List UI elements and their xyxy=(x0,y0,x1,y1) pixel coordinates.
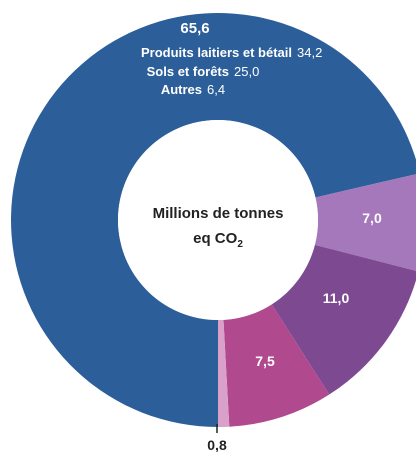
slice-1-value-label: 7,0 xyxy=(362,210,382,226)
center-label-line2: eq CO2 xyxy=(193,230,243,250)
breakdown-row-0: Produits laitiers et bétail xyxy=(141,45,292,60)
donut-slice-2 xyxy=(271,244,416,395)
slice-2-value-label: 11,0 xyxy=(323,290,350,306)
donut-slice-1 xyxy=(314,174,416,271)
breakdown-row-1: Sols et forêts xyxy=(147,64,229,79)
center-label-line1: Millions de tonnes xyxy=(153,205,284,222)
donut-slices xyxy=(11,13,416,427)
slice-0-value-label: 65,6 xyxy=(180,20,209,37)
slice-0-breakdown: Produits laitiers et bétail 34,2 Sols et… xyxy=(141,45,322,97)
breakdown-row-0-value: 34,2 xyxy=(297,45,322,60)
slice-4-value-label: 0,8 xyxy=(207,437,227,452)
breakdown-row-2: Autres xyxy=(161,82,202,97)
slice-3-value-label: 7,5 xyxy=(255,353,275,369)
breakdown-row-1-label: Sols et forêts xyxy=(147,64,229,79)
breakdown-row-2-label: Autres xyxy=(161,82,202,97)
donut-slice-4 xyxy=(218,319,230,427)
breakdown-row-0-label: Produits laitiers et bétail xyxy=(141,45,292,60)
donut-hole xyxy=(118,120,318,320)
breakdown-row-1-value: 25,0 xyxy=(234,64,259,79)
donut-slice-0 xyxy=(11,13,416,427)
breakdown-row-2-value: 6,4 xyxy=(207,82,225,97)
donut-slice-3 xyxy=(223,304,330,427)
